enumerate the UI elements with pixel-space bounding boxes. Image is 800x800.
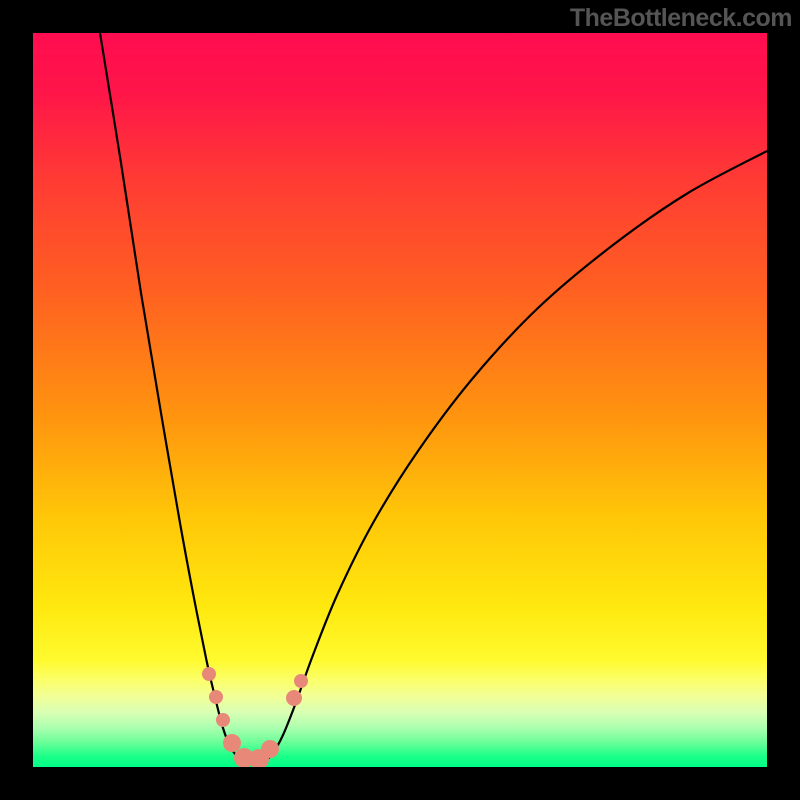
marker-right-1 [294, 674, 308, 688]
marker-left-3 [223, 734, 241, 752]
gradient-background [33, 33, 767, 767]
plot-svg [33, 33, 767, 767]
watermark-text: TheBottleneck.com [570, 4, 792, 33]
marker-left-1 [209, 690, 223, 704]
plot-area [33, 33, 767, 767]
marker-right-0 [286, 690, 302, 706]
marker-left-6 [261, 740, 279, 758]
marker-left-2 [216, 713, 230, 727]
chart-container: TheBottleneck.com [0, 0, 800, 800]
marker-left-0 [202, 667, 216, 681]
